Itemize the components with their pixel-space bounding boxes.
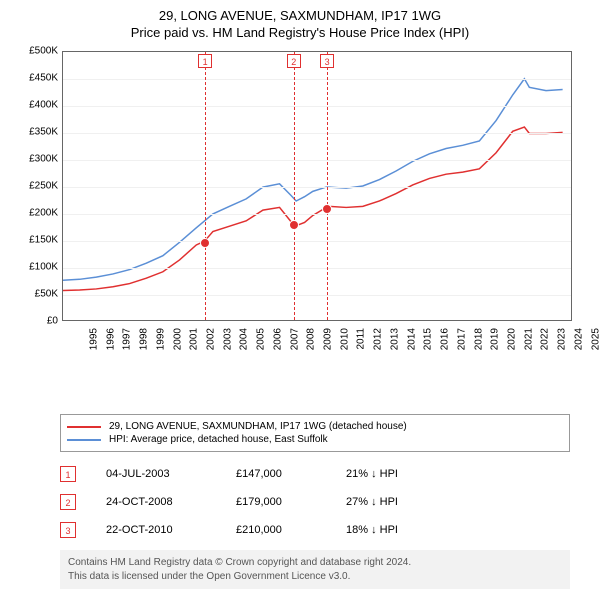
x-axis-label: 1999 [155,328,166,350]
sale-price: £179,000 [236,496,346,508]
y-axis-label: £50K [20,289,58,300]
x-axis-label: 2001 [189,328,200,350]
chart-title-address: 29, LONG AVENUE, SAXMUNDHAM, IP17 1WG [10,8,590,23]
legend-label-property: 29, LONG AVENUE, SAXMUNDHAM, IP17 1WG (d… [109,421,407,432]
y-axis-label: £250K [20,181,58,192]
sale-point-dot [322,204,332,214]
x-axis-label: 2011 [355,328,366,350]
series-hpi [63,79,563,280]
sale-vertical-line [327,52,328,320]
x-axis-label: 2022 [540,328,551,350]
y-axis-label: £150K [20,235,58,246]
legend-swatch-property [67,426,101,428]
sale-point-dot [289,220,299,230]
sale-price: £147,000 [236,468,346,480]
gridline-horizontal [63,160,571,161]
gridline-horizontal [63,214,571,215]
gridline-horizontal [63,187,571,188]
gridline-horizontal [63,133,571,134]
plot-region: 1 2 3 [62,51,572,321]
sale-marker-1: 1 [60,466,76,482]
gridline-horizontal [63,79,571,80]
sale-hpi-delta: 27% ↓ HPI [346,496,446,508]
x-axis-label: 1995 [88,328,99,350]
chart-title-subtitle: Price paid vs. HM Land Registry's House … [10,25,590,40]
gridline-horizontal [63,106,571,107]
sale-price: £210,000 [236,524,346,536]
x-axis-label: 2012 [373,328,384,350]
chart-area: 1 2 3 £0 £50K £100K £150K £200K £250K £300K £350K… [20,46,580,366]
sale-date: 22-OCT-2010 [106,524,236,536]
x-axis-label: 2006 [272,328,283,350]
sale-marker-box: 3 [320,54,334,68]
sale-point-dot [200,238,210,248]
legend-swatch-hpi [67,439,101,441]
y-axis-label: £300K [20,154,58,165]
gridline-horizontal [63,241,571,242]
x-axis-label: 2021 [523,328,534,350]
y-axis-label: £200K [20,208,58,219]
sales-table: 1 04-JUL-2003 £147,000 21% ↓ HPI 2 24-OC… [60,460,570,544]
x-axis-label: 2000 [172,328,183,350]
x-axis-label: 2003 [222,328,233,350]
attribution-line2: This data is licensed under the Open Gov… [68,570,562,584]
legend-item-hpi: HPI: Average price, detached house, East… [67,434,563,445]
legend: 29, LONG AVENUE, SAXMUNDHAM, IP17 1WG (d… [60,414,570,452]
x-axis-label: 2013 [389,328,400,350]
sale-hpi-delta: 18% ↓ HPI [346,524,446,536]
x-axis-label: 2009 [322,328,333,350]
sale-row: 3 22-OCT-2010 £210,000 18% ↓ HPI [60,516,570,544]
x-axis-label: 2014 [406,328,417,350]
sale-vertical-line [294,52,295,320]
sale-marker-box: 1 [198,54,212,68]
x-axis-label: 2007 [289,328,300,350]
sale-row: 2 24-OCT-2008 £179,000 27% ↓ HPI [60,488,570,516]
x-axis-label: 2015 [423,328,434,350]
sale-date: 24-OCT-2008 [106,496,236,508]
attribution: Contains HM Land Registry data © Crown c… [60,550,570,589]
x-axis-label: 1996 [105,328,116,350]
y-axis-label: £450K [20,73,58,84]
x-axis-label: 2024 [573,328,584,350]
x-axis-label: 2018 [473,328,484,350]
chart-lines [63,52,571,320]
legend-item-property: 29, LONG AVENUE, SAXMUNDHAM, IP17 1WG (d… [67,421,563,432]
x-axis-label: 2005 [255,328,266,350]
sale-hpi-delta: 21% ↓ HPI [346,468,446,480]
gridline-horizontal [63,295,571,296]
x-axis-label: 2023 [556,328,567,350]
x-axis-label: 2002 [205,328,216,350]
sale-date: 04-JUL-2003 [106,468,236,480]
x-axis-label: 2004 [239,328,250,350]
y-axis-label: £0 [20,316,58,327]
y-axis-label: £400K [20,100,58,111]
sale-marker-box: 2 [287,54,301,68]
x-axis-label: 2017 [456,328,467,350]
x-axis-label: 2020 [506,328,517,350]
x-axis-label: 2025 [590,328,600,350]
attribution-line1: Contains HM Land Registry data © Crown c… [68,556,562,570]
sale-vertical-line [205,52,206,320]
y-axis-label: £100K [20,262,58,273]
sale-marker-3: 3 [60,522,76,538]
legend-label-hpi: HPI: Average price, detached house, East… [109,434,328,445]
x-axis-label: 2008 [306,328,317,350]
sale-marker-2: 2 [60,494,76,510]
x-axis-label: 2010 [339,328,350,350]
gridline-horizontal [63,268,571,269]
y-axis-label: £350K [20,127,58,138]
y-axis-label: £500K [20,46,58,57]
sale-row: 1 04-JUL-2003 £147,000 21% ↓ HPI [60,460,570,488]
x-axis-label: 1998 [138,328,149,350]
x-axis-label: 1997 [122,328,133,350]
x-axis-label: 2019 [490,328,501,350]
x-axis-label: 2016 [439,328,450,350]
